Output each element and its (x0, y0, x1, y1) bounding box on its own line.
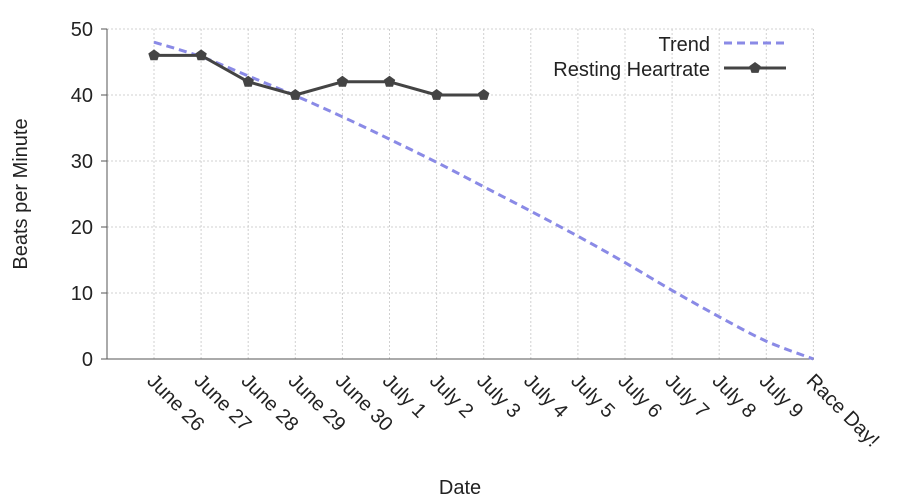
x-tick-label: July 7 (661, 370, 714, 423)
y-tick-label: 0 (82, 349, 93, 371)
y-axis-title: Beats per Minute (10, 118, 32, 269)
resting-heartrate-point (289, 89, 301, 100)
resting-heartrate-point (242, 75, 254, 87)
y-tick-label: 30 (71, 151, 93, 173)
resting-heartrate-point (383, 75, 396, 87)
x-tick-label: July 5 (566, 370, 619, 423)
x-axis-title: Date (439, 477, 481, 499)
legend: Trend Resting Heartrate (553, 34, 786, 81)
resting-heartrate-point (430, 89, 443, 100)
x-tick-label: Race Day! (802, 370, 884, 452)
x-tick-label: July 2 (425, 370, 478, 423)
x-tick-label: July 6 (613, 370, 666, 423)
grid (101, 28, 814, 360)
y-tick-label: 50 (71, 19, 93, 41)
y-tick-label: 10 (71, 283, 93, 305)
legend-label-resting-heartrate: Resting Heartrate (553, 59, 710, 81)
legend-label-trend: Trend (658, 34, 710, 56)
x-tick-label: July 9 (755, 370, 808, 423)
series (148, 40, 814, 361)
resting-heartrate-point (478, 89, 490, 100)
legend-marker-resting-heartrate (749, 62, 761, 73)
x-tick-label: July 3 (472, 370, 525, 423)
axes (106, 29, 814, 360)
resting-heartrate-point (148, 49, 160, 61)
y-tick-label: 40 (71, 85, 93, 107)
x-tick-label: July 8 (708, 370, 761, 423)
resting-heartrate-point (336, 75, 349, 87)
trend-line (153, 40, 814, 361)
x-tick-label: July 4 (519, 370, 572, 423)
resting-heartrate-point (195, 49, 207, 61)
y-tick-labels: 0 10 20 30 40 50 (71, 19, 93, 371)
y-tick-label: 20 (71, 217, 93, 239)
resting-heartrate-line (154, 53, 484, 97)
